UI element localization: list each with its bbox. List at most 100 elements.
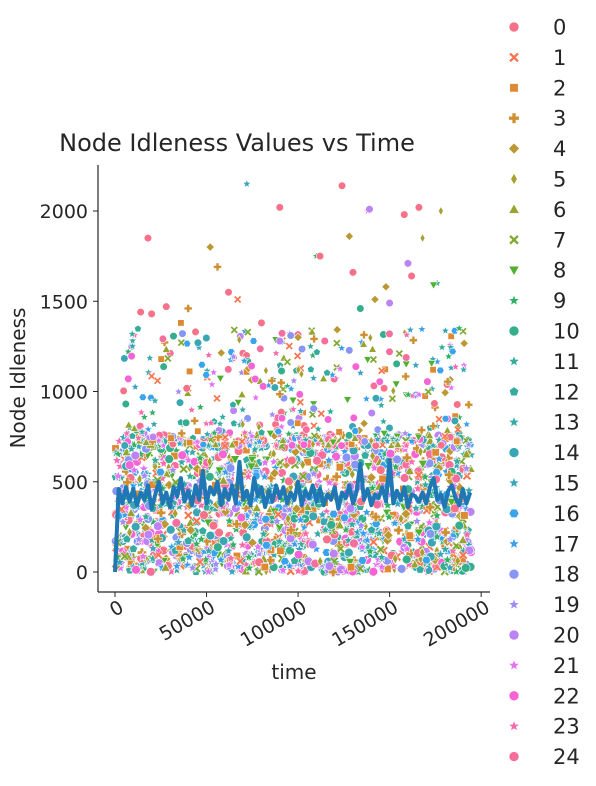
data-point	[417, 446, 424, 458]
data-point	[144, 352, 155, 363]
data-point	[227, 440, 237, 449]
data-point	[194, 427, 202, 435]
legend-marker	[509, 83, 519, 93]
legend-label: 1	[553, 46, 566, 70]
data-point	[345, 503, 356, 514]
data-point	[397, 513, 405, 525]
data-point	[350, 433, 360, 442]
data-point	[367, 332, 374, 343]
data-point	[390, 385, 397, 396]
data-point	[125, 507, 137, 517]
data-point	[126, 526, 133, 539]
data-point	[246, 462, 257, 472]
x-tick-label: 100000	[237, 596, 311, 651]
data-point	[164, 454, 174, 464]
data-point	[284, 476, 294, 486]
data-point	[382, 535, 393, 546]
data-point	[153, 521, 163, 531]
data-point	[423, 377, 432, 386]
data-point	[337, 441, 346, 450]
data-point	[332, 339, 341, 348]
data-point	[444, 561, 456, 573]
data-point	[453, 400, 462, 409]
data-point	[402, 353, 411, 362]
data-point	[329, 549, 339, 559]
data-point	[307, 327, 317, 336]
data-point	[298, 521, 310, 533]
data-point	[433, 452, 445, 464]
data-point	[404, 465, 415, 475]
data-point	[288, 404, 299, 414]
data-point	[431, 509, 443, 521]
data-point	[173, 386, 184, 396]
data-point	[225, 552, 237, 564]
data-point	[325, 406, 336, 416]
data-point-outlier	[205, 242, 215, 252]
data-point-outlier	[241, 178, 252, 189]
data-point	[284, 513, 292, 525]
data-point	[163, 354, 172, 363]
data-point	[336, 343, 347, 353]
data-point	[388, 560, 400, 571]
data-point	[124, 420, 134, 429]
data-point	[355, 519, 367, 531]
data-point	[206, 455, 213, 468]
data-point	[167, 464, 179, 475]
data-point	[287, 441, 297, 450]
data-point	[370, 512, 381, 522]
data-point	[373, 527, 385, 539]
data-point	[239, 519, 251, 531]
data-point	[403, 389, 414, 399]
data-point-outlier	[337, 181, 347, 190]
data-point	[203, 544, 215, 556]
data-point	[277, 564, 289, 575]
legend-marker	[508, 234, 520, 246]
y-tick-label: 1500	[40, 291, 88, 313]
data-point	[415, 564, 425, 574]
legend-marker	[507, 415, 521, 428]
data-point	[239, 355, 250, 366]
data-point	[149, 454, 161, 466]
data-point	[379, 430, 389, 439]
data-point	[229, 455, 241, 465]
y-ticks: 0 500 1000 1500 2000	[40, 201, 98, 584]
data-point	[441, 554, 454, 565]
data-point	[191, 516, 202, 526]
data-point	[183, 536, 193, 545]
legend-item: 22	[508, 684, 580, 708]
data-point	[367, 525, 377, 534]
data-point	[171, 560, 183, 571]
data-point	[416, 324, 427, 334]
data-point	[133, 533, 145, 545]
data-point	[218, 475, 229, 485]
data-point	[294, 419, 302, 427]
legend-label: 7	[553, 228, 566, 252]
data-point	[175, 398, 185, 407]
data-point	[463, 439, 474, 449]
data-point	[373, 425, 382, 434]
legend-label: 11	[553, 350, 580, 374]
data-point	[309, 334, 319, 344]
data-point-outlier	[257, 318, 266, 328]
data-point	[443, 351, 454, 361]
data-point	[157, 355, 165, 363]
legend-marker	[508, 386, 520, 397]
legend-label: 18	[553, 563, 580, 587]
data-point	[239, 427, 250, 437]
data-point	[218, 449, 228, 460]
data-point	[308, 511, 318, 522]
data-point	[437, 342, 447, 352]
legend-marker	[508, 142, 520, 155]
data-point	[379, 384, 389, 393]
data-point	[323, 415, 333, 424]
y-tick-label: 0	[76, 562, 88, 584]
data-point	[368, 435, 375, 446]
data-point	[417, 425, 426, 435]
data-point	[172, 536, 185, 548]
data-point	[258, 470, 271, 482]
data-point	[286, 418, 295, 427]
data-point	[357, 514, 368, 524]
data-point	[275, 389, 285, 399]
data-point	[271, 440, 282, 450]
data-point	[228, 400, 237, 409]
